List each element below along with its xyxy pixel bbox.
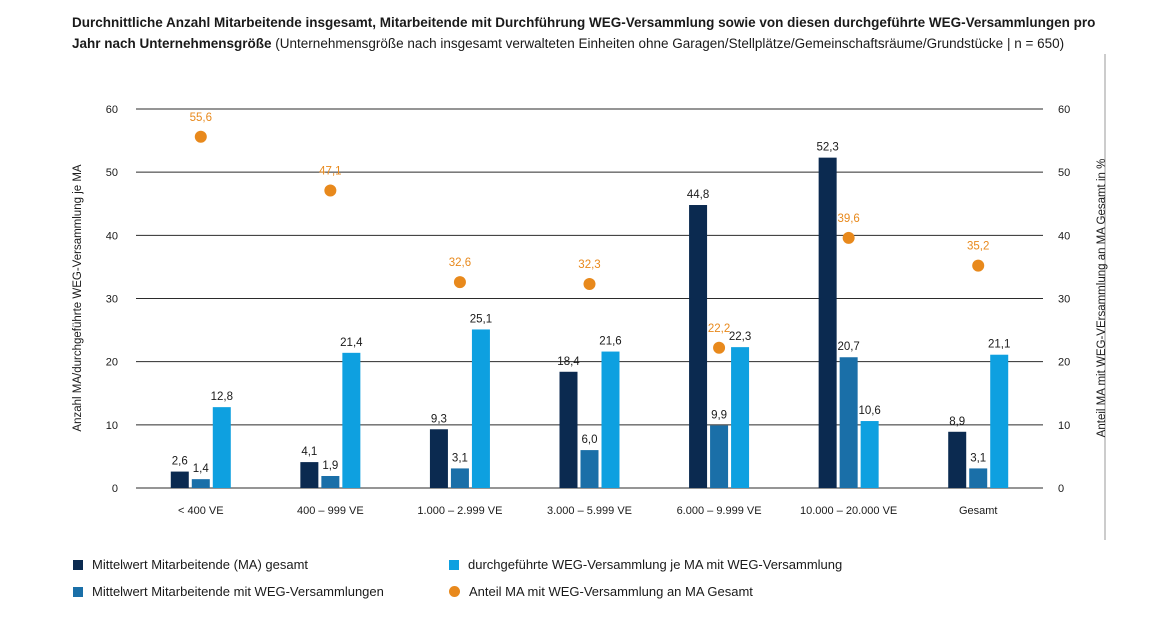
y-tick-label-left: 20	[106, 357, 118, 369]
bar	[342, 352, 361, 488]
scatter-label: 22,2	[708, 323, 730, 335]
data-label: 2,6	[172, 456, 188, 468]
bar	[860, 421, 879, 488]
y-tick-label-left: 60	[106, 104, 118, 116]
y-tick-label-right: 30	[1058, 294, 1070, 306]
bar	[990, 354, 1009, 488]
y-tick-label-left: 10	[106, 420, 118, 432]
scatter-label: 39,6	[837, 213, 859, 225]
scatter-point	[842, 231, 855, 244]
y-axis-title-right: Anteil MA mit WEG-VErsammlung an MA Gesa…	[1096, 159, 1108, 438]
legend-swatch	[73, 559, 83, 570]
bar	[969, 468, 988, 488]
y-tick-label-right: 50	[1058, 167, 1070, 179]
x-tick-label: Gesamt	[959, 505, 998, 517]
y-tick-label-right: 20	[1058, 357, 1070, 369]
x-tick-label: 400 – 999 VE	[297, 505, 364, 517]
data-label: 20,7	[837, 341, 859, 353]
scatter-label: 47,1	[319, 165, 341, 177]
scatter-point	[583, 277, 596, 290]
legend-swatch	[449, 586, 460, 597]
legend-swatch	[73, 586, 83, 597]
chart-title-bold: Durchnittliche Anzahl Mitarbeitende insg…	[72, 15, 1096, 51]
data-label: 9,3	[431, 413, 447, 425]
legend-swatch	[449, 559, 459, 570]
legend-item-ma-weg: Mittelwert Mitarbeitende mit WEG-Versamm…	[73, 584, 384, 599]
data-label: 25,1	[470, 313, 492, 325]
bar	[818, 157, 837, 488]
data-label: 4,1	[301, 446, 317, 458]
scatter-point	[194, 130, 207, 143]
bar	[170, 471, 189, 488]
bar	[689, 205, 708, 488]
x-tick-label: < 400 VE	[178, 505, 224, 517]
scatter-point	[453, 276, 466, 289]
data-label: 21,1	[988, 339, 1010, 351]
y-tick-label-right: 0	[1058, 483, 1064, 495]
bar	[839, 357, 858, 488]
y-tick-label-left: 40	[106, 230, 118, 242]
chart-title: Durchnittliche Anzahl Mitarbeitende insg…	[72, 12, 1112, 54]
bar	[450, 468, 469, 488]
bar	[731, 347, 750, 488]
bar	[321, 475, 340, 488]
chart-title-subtitle: (Unternehmensgröße nach insgesamt verwal…	[271, 36, 1065, 51]
legend-item-weg-je-ma: durchgeführte WEG-Versammlung je MA mit …	[449, 557, 842, 572]
scatter-label: 55,6	[190, 112, 212, 124]
data-label: 1,9	[322, 460, 338, 472]
data-label: 44,8	[687, 189, 709, 201]
data-label: 22,3	[729, 331, 751, 343]
x-tick-label: 6.000 – 9.999 VE	[677, 505, 762, 517]
y-axis-title-left: Anzahl MA/durchgeführte WEG-Versammlung …	[72, 164, 84, 431]
data-label: 3,1	[970, 452, 986, 464]
bar	[710, 425, 729, 488]
x-tick-label: 10.000 – 20.000 VE	[800, 505, 897, 517]
scatter-point	[324, 184, 337, 197]
y-tick-label-right: 10	[1058, 420, 1070, 432]
scatter-label: 32,6	[449, 257, 471, 269]
data-label: 9,9	[711, 409, 727, 421]
legend-label: Anteil MA mit WEG-Versammlung an MA Gesa…	[469, 584, 753, 599]
bar	[559, 371, 578, 488]
y-tick-label-left: 30	[106, 294, 118, 306]
data-label: 52,3	[816, 142, 838, 154]
data-label: 8,9	[949, 416, 965, 428]
legend-label: Mittelwert Mitarbeitende mit WEG-Versamm…	[92, 584, 384, 599]
y-tick-label-left: 50	[106, 167, 118, 179]
bar	[212, 407, 231, 488]
y-tick-label-right: 60	[1058, 104, 1070, 116]
bar	[948, 431, 967, 488]
data-label: 6,0	[582, 434, 598, 446]
data-label: 21,4	[340, 337, 363, 349]
data-label: 10,6	[858, 405, 880, 417]
x-tick-label: 3.000 – 5.999 VE	[547, 505, 632, 517]
y-tick-label-left: 0	[112, 483, 118, 495]
bar	[601, 351, 620, 488]
scatter-point	[713, 341, 726, 354]
bar	[429, 429, 448, 488]
legend-label: durchgeführte WEG-Versammlung je MA mit …	[468, 557, 843, 572]
bar	[471, 329, 490, 488]
data-label: 3,1	[452, 452, 468, 464]
legend-item-anteil: Anteil MA mit WEG-Versammlung an MA Gesa…	[449, 584, 753, 599]
data-label: 12,8	[211, 391, 233, 403]
data-label: 1,4	[193, 463, 210, 475]
y-tick-label-right: 40	[1058, 230, 1070, 242]
bar	[300, 462, 319, 488]
scatter-point	[972, 259, 985, 272]
data-label: 18,4	[557, 356, 580, 368]
bar	[191, 479, 210, 488]
bar	[580, 450, 599, 488]
x-tick-label: 1.000 – 2.999 VE	[417, 505, 502, 517]
legend-label: Mittelwert Mitarbeitende (MA) gesamt	[92, 557, 309, 572]
data-label: 21,6	[599, 336, 621, 348]
scatter-label: 35,2	[967, 241, 989, 253]
scatter-label: 32,3	[578, 259, 600, 271]
legend-item-ma-gesamt: Mittelwert Mitarbeitende (MA) gesamt	[73, 557, 308, 572]
